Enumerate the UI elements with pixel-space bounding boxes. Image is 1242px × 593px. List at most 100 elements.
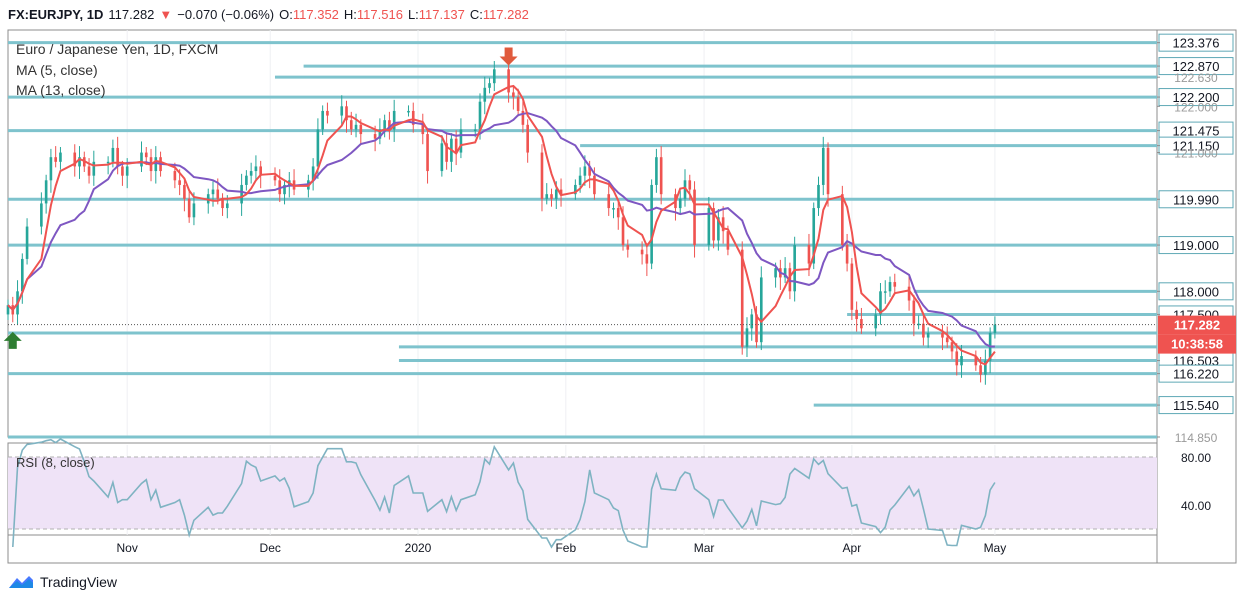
candle-up[interactable] <box>59 152 62 162</box>
candle-up[interactable] <box>140 152 143 167</box>
candle-up[interactable] <box>678 198 682 209</box>
candle-down[interactable] <box>216 189 220 199</box>
candle-down[interactable] <box>941 332 944 338</box>
candle-up[interactable] <box>492 69 496 84</box>
candle-down[interactable] <box>922 323 925 338</box>
candle-up[interactable] <box>154 157 158 172</box>
candle-down[interactable] <box>388 120 391 130</box>
candle-up[interactable] <box>211 189 215 195</box>
candle-down[interactable] <box>616 208 620 218</box>
candle-down[interactable] <box>712 208 715 241</box>
down-arrow-icon[interactable] <box>499 47 518 66</box>
candle-up[interactable] <box>92 161 96 176</box>
candle-up[interactable] <box>240 184 243 204</box>
candle-up[interactable] <box>459 129 463 153</box>
candle-up[interactable] <box>817 184 820 209</box>
candle-down[interactable] <box>540 152 544 199</box>
candle-down[interactable] <box>221 198 224 209</box>
candle-down[interactable] <box>726 231 730 250</box>
candle-down[interactable] <box>507 69 510 93</box>
candle-up[interactable] <box>78 157 81 167</box>
candle-up[interactable] <box>759 277 763 343</box>
candle-up[interactable] <box>316 129 320 167</box>
candle-up[interactable] <box>488 83 491 88</box>
candle-up[interactable] <box>578 175 582 185</box>
candle-down[interactable] <box>550 194 553 199</box>
candle-down[interactable] <box>178 180 181 185</box>
candle-up[interactable] <box>6 305 10 315</box>
candle-down[interactable] <box>693 189 696 246</box>
candle-down[interactable] <box>359 124 363 135</box>
candle-up[interactable] <box>106 161 110 164</box>
tradingview-branding[interactable]: TradingView <box>8 574 117 590</box>
candle-up[interactable] <box>879 291 882 315</box>
candle-down[interactable] <box>807 245 811 264</box>
candle-down[interactable] <box>755 314 758 343</box>
candle-up[interactable] <box>283 184 286 195</box>
candle-up[interactable] <box>612 208 615 210</box>
candle-up[interactable] <box>717 217 720 241</box>
candle-up[interactable] <box>783 268 787 278</box>
candle-down[interactable] <box>845 245 849 264</box>
candle-down[interactable] <box>259 166 262 176</box>
candle-down[interactable] <box>421 124 425 135</box>
candle-down[interactable] <box>740 249 744 347</box>
candle-up[interactable] <box>49 157 53 181</box>
candle-down[interactable] <box>521 110 525 125</box>
candle-up[interactable] <box>407 110 410 113</box>
candle-down[interactable] <box>855 309 858 320</box>
candle-down[interactable] <box>411 110 415 125</box>
candle-up[interactable] <box>888 282 892 292</box>
candle-up[interactable] <box>883 291 887 293</box>
candle-down[interactable] <box>593 175 596 195</box>
candle-down[interactable] <box>955 351 959 366</box>
candle-down[interactable] <box>907 286 911 301</box>
candle-up[interactable] <box>926 332 930 338</box>
candle-up[interactable] <box>574 184 577 195</box>
candle-up[interactable] <box>321 110 324 130</box>
candle-down[interactable] <box>116 147 119 167</box>
candle-down[interactable] <box>373 134 377 139</box>
candle-up[interactable] <box>20 258 24 292</box>
candle-down[interactable] <box>183 184 186 199</box>
candle-up[interactable] <box>583 166 587 176</box>
candle-up[interactable] <box>812 208 816 264</box>
candle-up[interactable] <box>44 180 48 204</box>
candle-up[interactable] <box>378 129 382 139</box>
candle-down[interactable] <box>349 120 353 130</box>
candle-up[interactable] <box>254 166 258 172</box>
candle-up[interactable] <box>655 157 658 185</box>
candle-down[interactable] <box>121 166 124 176</box>
candle-down[interactable] <box>659 157 663 195</box>
candle-up[interactable] <box>917 323 920 326</box>
candle-up[interactable] <box>249 171 253 176</box>
candle-down[interactable] <box>912 300 916 324</box>
up-arrow-icon[interactable] <box>3 331 22 349</box>
candle-up[interactable] <box>650 184 653 264</box>
candle-down[interactable] <box>860 319 863 329</box>
candle-up[interactable] <box>192 203 196 218</box>
candle-up[interactable] <box>311 166 315 181</box>
candle-up[interactable] <box>683 180 687 199</box>
candle-down[interactable] <box>826 147 830 195</box>
candle-down[interactable] <box>841 194 844 246</box>
candle-down[interactable] <box>516 97 520 111</box>
candle-up[interactable] <box>473 129 477 131</box>
candle-down[interactable] <box>950 342 954 352</box>
rsi-line[interactable] <box>12 438 996 549</box>
candle-down[interactable] <box>512 92 515 98</box>
candle-up[interactable] <box>745 328 749 347</box>
candle-down[interactable] <box>187 198 191 218</box>
candle-up[interactable] <box>793 245 796 292</box>
candle-down[interactable] <box>688 180 692 190</box>
candle-up[interactable] <box>554 189 558 199</box>
candle-down[interactable] <box>621 217 625 246</box>
candle-down[interactable] <box>173 171 177 181</box>
candle-up[interactable] <box>984 360 987 375</box>
candle-up[interactable] <box>354 124 358 130</box>
candle-down[interactable] <box>945 337 949 343</box>
candle-up[interactable] <box>226 203 229 209</box>
candle-down[interactable] <box>607 194 611 209</box>
candle-up[interactable] <box>245 175 248 185</box>
